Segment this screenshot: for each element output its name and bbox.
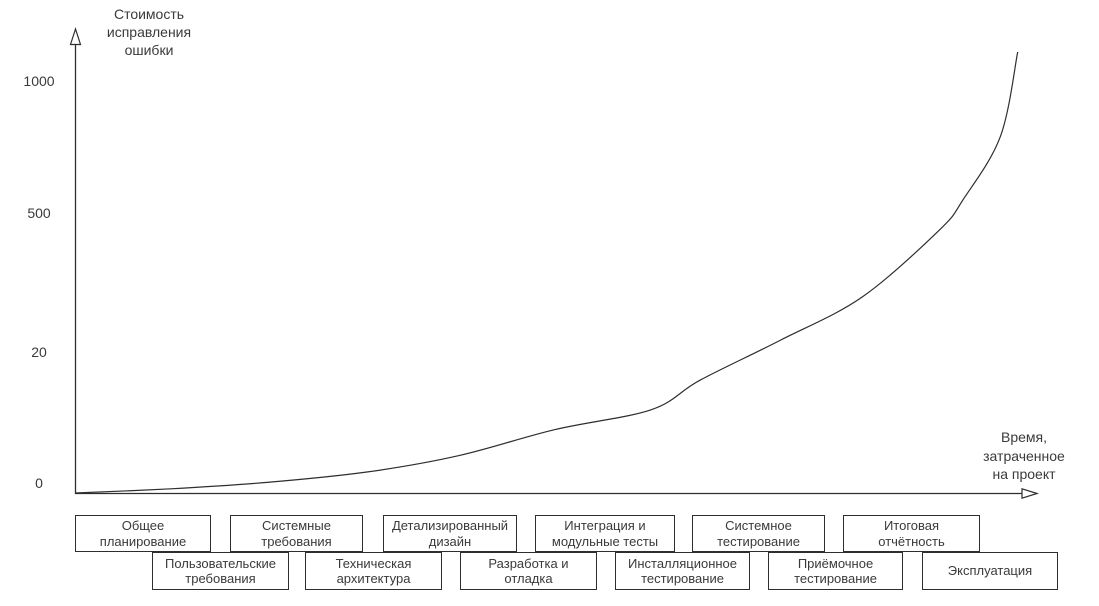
x-axis-title: Время, затраченное на проект	[983, 429, 1065, 482]
phase-box-r1-general-planning: Общее планирование	[75, 515, 211, 552]
phase-box-r1-detailed-design: Детализированный дизайн	[383, 515, 517, 552]
x-axis-arrowhead	[1021, 487, 1040, 500]
y-tick-label-0: 0	[35, 475, 43, 491]
phase-box-r1-system-requirements: Системные требования	[230, 515, 363, 552]
phase-box-r2-acceptance-testing: Приёмочное тестирование	[768, 552, 903, 590]
y-tick-label-20: 20	[31, 344, 47, 360]
phase-box-r2-development-debugging: Разработка и отладка	[460, 552, 597, 590]
phase-box-r1-system-testing: Системное тестирование	[692, 515, 825, 552]
y-tick-label-1000: 1000	[23, 73, 55, 89]
phase-box-r1-integration-unit-tests: Интеграция и модульные тесты	[535, 515, 675, 552]
phase-box-r2-technical-architecture: Техническая архитектура	[305, 552, 442, 590]
phase-box-r2-operation: Эксплуатация	[922, 552, 1058, 590]
phase-box-r2-user-requirements: Пользовательские требования	[152, 552, 289, 590]
y-tick-label-500: 500	[27, 205, 51, 221]
y-axis-title: Стоимость исправления ошибки	[106, 6, 192, 58]
phase-box-r2-installation-testing: Инсталляционное тестирование	[615, 552, 750, 590]
y-axis-arrowhead	[69, 27, 82, 46]
cost-curve	[74, 51, 1019, 494]
phase-box-r1-final-reporting: Итоговая отчётность	[843, 515, 980, 552]
